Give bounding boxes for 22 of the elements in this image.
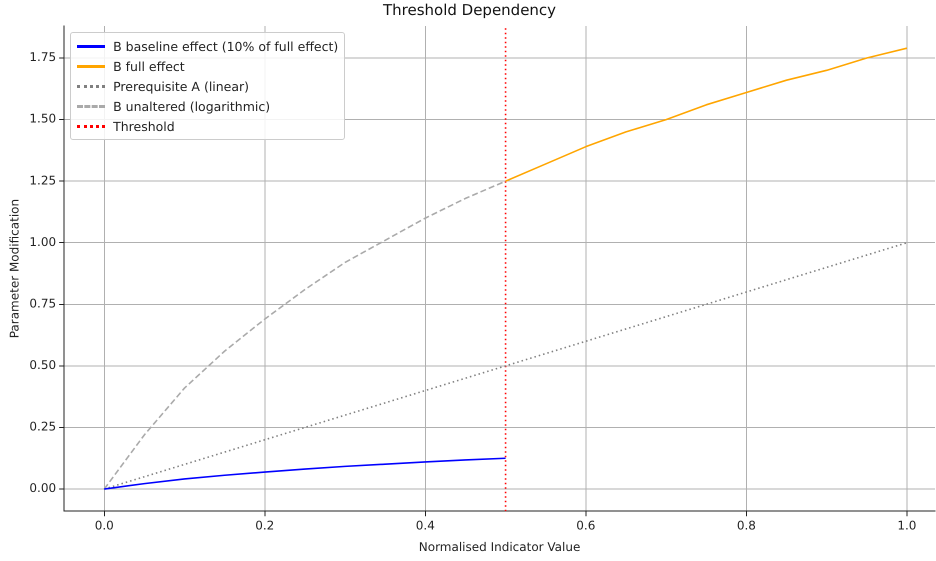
chart-title: Threshold Dependency — [382, 0, 556, 19]
x-tick-label: 0.0 — [94, 518, 114, 533]
x-tick-label: 0.2 — [255, 518, 274, 533]
x-tick-label: 0.6 — [576, 518, 596, 533]
legend-label: Threshold — [113, 118, 175, 134]
x-tick-label: 1.0 — [897, 518, 916, 533]
x-axis-title: Normalised Indicator Value — [418, 540, 580, 554]
legend-label: B unaltered (logarithmic) — [113, 98, 270, 114]
x-tick-label: 0.4 — [416, 518, 435, 533]
y-tick-label: 0.50 — [29, 358, 56, 372]
y-axis-title: Parameter Modification — [7, 198, 22, 338]
x-tick-label: 0.8 — [736, 518, 756, 533]
y-tick-label: 0.00 — [29, 481, 56, 496]
y-tick-label: 1.50 — [29, 112, 56, 126]
legend-label: B baseline effect (10% of full effect) — [113, 38, 338, 54]
legend-label: B full effect — [113, 58, 185, 74]
y-tick-label: 1.75 — [29, 50, 56, 64]
legend-label: Prerequisite A (linear) — [113, 78, 250, 94]
y-tick-label: 0.25 — [29, 420, 56, 434]
y-tick-label: 1.00 — [29, 234, 56, 249]
y-tick-label: 0.75 — [29, 296, 56, 310]
y-tick-label: 1.25 — [29, 173, 56, 188]
